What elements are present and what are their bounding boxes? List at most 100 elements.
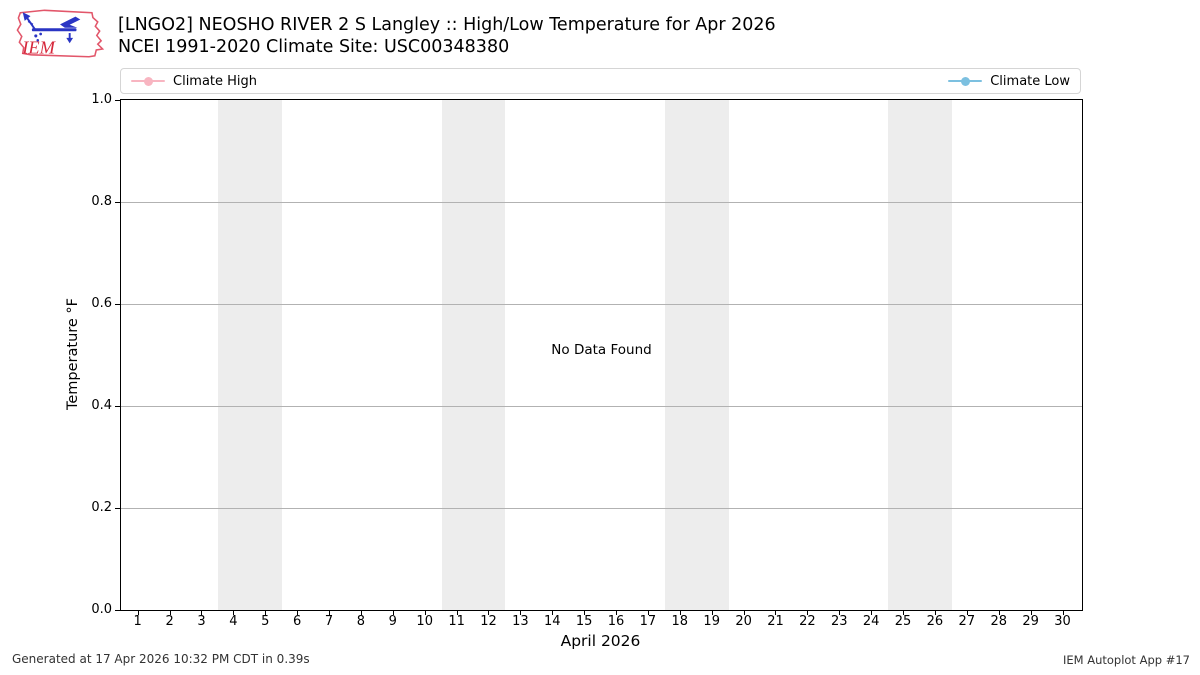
weekend-band [888, 100, 952, 610]
x-tick-mark [711, 611, 713, 615]
x-tick-mark [137, 611, 139, 615]
weather-vane-icon [22, 12, 81, 44]
x-tick-label: 24 [862, 614, 880, 629]
x-tick-label: 29 [1022, 614, 1039, 629]
weekend-band [664, 100, 729, 610]
x-tick-label: 21 [767, 614, 784, 629]
y-gridline [121, 303, 1082, 305]
y-tick-label: 0.2 [91, 500, 112, 515]
x-tick-mark [360, 611, 362, 615]
climate-low-marker-icon [948, 76, 983, 86]
x-tick-label: 23 [830, 614, 848, 629]
y-tick-label: 0.0 [91, 602, 112, 617]
weekend-band [218, 100, 283, 610]
climate-high-marker-icon [131, 76, 165, 86]
x-tick-mark [839, 611, 841, 615]
y-gridline [121, 507, 1082, 509]
x-tick-mark [329, 611, 331, 615]
x-tick-mark [807, 611, 809, 615]
x-tick-label: 18 [671, 614, 689, 629]
x-tick-label: 4 [229, 614, 238, 629]
x-tick-label: 1 [133, 614, 142, 629]
x-tick-mark [392, 611, 394, 615]
x-tick-label: 25 [894, 614, 912, 629]
y-tick-label: 1.0 [91, 92, 112, 107]
generated-at-text: Generated at 17 Apr 2026 10:32 PM CDT in… [12, 652, 310, 666]
x-tick-mark [616, 611, 618, 615]
x-tick-mark [488, 611, 490, 615]
climate-low-dot-icon [960, 76, 970, 86]
x-tick-mark [233, 611, 235, 615]
x-tick-label: 20 [735, 614, 752, 629]
weekend-band [441, 100, 506, 610]
chart-subtitle: NCEI 1991-2020 Climate Site: USC00348380 [118, 37, 510, 57]
x-tick-mark [743, 611, 745, 615]
x-tick-mark [297, 611, 299, 615]
x-tick-label: 6 [293, 614, 302, 629]
x-tick-mark [871, 611, 873, 615]
y-tick-label: 0.8 [91, 194, 112, 209]
y-tick-mark [115, 303, 120, 305]
y-gridline [121, 201, 1082, 203]
x-tick-mark [966, 611, 968, 615]
x-tick-mark [584, 611, 586, 615]
chart-legend: Climate High Climate Low [120, 68, 1081, 94]
y-tick-mark [115, 609, 120, 611]
x-tick-label: 22 [799, 614, 816, 629]
x-tick-mark [679, 611, 681, 615]
x-tick-mark [201, 611, 203, 615]
x-tick-label: 27 [958, 614, 976, 629]
x-tick-mark [520, 611, 522, 615]
y-tick-mark [115, 99, 120, 101]
legend-label-climate-high: Climate High [173, 73, 258, 89]
x-tick-label: 7 [324, 614, 334, 629]
x-tick-label: 9 [388, 614, 397, 629]
y-tick-mark [115, 201, 120, 203]
y-tick-mark [115, 507, 120, 509]
x-tick-mark [424, 611, 426, 615]
x-tick-mark [775, 611, 777, 615]
x-tick-label: 26 [926, 614, 944, 629]
x-tick-label: 5 [261, 614, 270, 629]
x-tick-label: 28 [990, 614, 1007, 629]
x-tick-label: 12 [480, 614, 497, 629]
no-data-message: No Data Found [551, 341, 652, 358]
x-tick-mark [265, 611, 267, 615]
app-credit-text: IEM Autoplot App #17 [1062, 653, 1190, 667]
chart-title: [LNGO2] NEOSHO RIVER 2 S Langley :: High… [118, 15, 776, 35]
x-tick-label: 15 [575, 614, 593, 629]
x-axis-label: April 2026 [560, 632, 641, 650]
x-tick-mark [552, 611, 554, 615]
y-axis-label: Temperature °F [65, 297, 81, 411]
x-tick-label: 30 [1054, 614, 1071, 629]
x-tick-label: 11 [448, 614, 465, 629]
x-tick-label: 16 [607, 614, 625, 629]
y-tick-label: 0.4 [91, 398, 112, 413]
x-tick-label: 8 [356, 614, 366, 629]
x-tick-label: 2 [165, 614, 174, 629]
chart-title-block: [LNGO2] NEOSHO RIVER 2 S Langley :: High… [118, 14, 776, 58]
climate-high-dot-icon [143, 76, 153, 86]
y-gridline [121, 405, 1082, 407]
x-tick-mark [934, 611, 936, 615]
x-tick-mark [647, 611, 649, 615]
iowa-outline-icon [16, 9, 105, 58]
x-tick-label: 19 [703, 614, 720, 629]
iem-logo-text: IEM [21, 37, 56, 57]
x-tick-mark [169, 611, 171, 615]
y-tick-label: 0.6 [91, 296, 112, 311]
x-tick-mark [456, 611, 458, 615]
x-tick-mark [1062, 611, 1064, 615]
x-tick-mark [1030, 611, 1032, 615]
x-tick-label: 3 [197, 614, 206, 629]
legend-item-climate-low: Climate Low [948, 74, 1070, 89]
legend-label-climate-low: Climate Low [990, 73, 1070, 89]
x-tick-label: 10 [416, 614, 433, 629]
x-tick-label: 13 [512, 614, 529, 629]
x-tick-mark [998, 611, 1000, 615]
legend-item-climate-high: Climate High [131, 74, 257, 89]
x-tick-label: 17 [639, 614, 657, 629]
x-tick-mark [903, 611, 905, 615]
plot-area: No Data Found [120, 99, 1083, 611]
